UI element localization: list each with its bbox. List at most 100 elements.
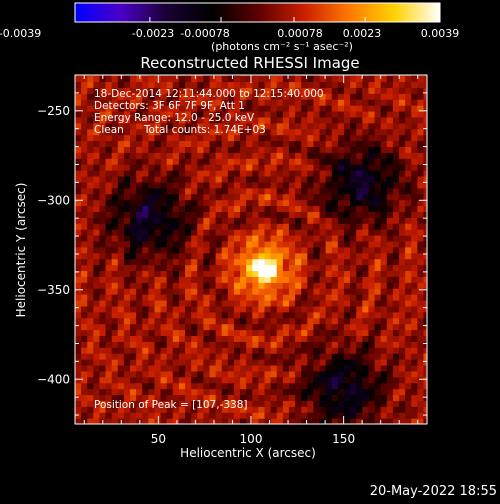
heatmap-cell [350,128,357,136]
heatmap-cell [423,187,427,195]
heatmap-cell [313,388,321,396]
heatmap-cell [166,311,174,319]
heatmap-cell [325,329,333,337]
heatmap-cell [148,229,156,236]
heatmap-cell [191,140,198,148]
heatmap-cell [185,370,192,378]
heatmap-cell [172,347,180,354]
heatmap-cell [258,116,266,124]
heatmap-cell [227,217,235,224]
heatmap-cell [417,240,425,248]
heatmap-cell [99,394,107,401]
heatmap-cell [117,105,125,112]
heatmap-cell [99,264,107,272]
heatmap-cell [386,199,394,207]
heatmap-cell [411,353,418,360]
heatmap-cell [136,181,143,189]
heatmap-cell [405,175,412,183]
heatmap-cell [160,258,168,266]
heatmap-cell [136,158,143,165]
heatmap-cell [368,282,376,289]
heatmap-cell [233,382,241,390]
heatmap-cell [264,223,272,230]
heatmap-cell [203,81,211,88]
heatmap-cell [331,282,339,289]
heatmap-cell [374,152,382,159]
heatmap-cell [203,294,211,301]
heatmap-cell [130,276,137,283]
heatmap-cell [386,299,394,307]
heatmap-cell [411,347,418,354]
heatmap-cell [380,193,388,201]
heatmap-cell [313,152,321,159]
heatmap-cell [252,258,260,266]
heatmap-cell [154,164,162,171]
heatmap-cell [313,353,321,360]
heatmap-cell [191,370,198,378]
heatmap-cell [399,122,406,130]
heatmap-cell [123,140,131,148]
heatmap-cell [246,134,253,142]
heatmap-cell [215,164,223,171]
heatmap-cell [264,299,272,307]
heatmap-cell [233,158,241,165]
heatmap-cell [337,353,345,360]
heatmap-cell [172,205,180,212]
heatmap-cell [325,335,333,342]
heatmap-cell [93,246,101,254]
heatmap-cell [337,276,345,283]
heatmap-cell [374,376,382,384]
heatmap-cell [411,187,418,195]
heatmap-cell [142,317,149,325]
heatmap-cell [191,217,198,224]
heatmap-cell [356,264,363,272]
colorbar-tick-label: -0.0023 [132,27,174,40]
heatmap-cell [136,406,143,413]
heatmap-cell [203,400,211,407]
heatmap-cell [142,394,149,401]
heatmap-cell [99,305,107,313]
heatmap-cell [154,193,162,201]
heatmap-cell [362,87,370,94]
heatmap-cell [233,353,241,360]
heatmap-cell [313,323,321,331]
heatmap-cell [185,294,192,301]
heatmap-cell [374,353,382,360]
heatmap-cell [185,305,192,313]
heatmap-cell [166,252,174,260]
heatmap-cell [399,329,406,337]
heatmap-cell [178,93,186,100]
heatmap-cell [380,294,388,301]
heatmap-cell [178,246,186,254]
heatmap-cell [81,152,88,159]
heatmap-cell [246,75,253,77]
heatmap-cell [356,388,363,396]
heatmap-cell [307,205,315,212]
heatmap-cell [295,152,302,159]
heatmap-cell [160,311,168,319]
heatmap-cell [178,205,186,212]
heatmap-cell [111,317,119,325]
heatmap-cell [203,158,211,165]
heatmap-cell [123,382,131,390]
heatmap-cell [313,282,321,289]
heatmap-cell [117,187,125,195]
heatmap-cell [288,376,296,384]
heatmap-cell [93,187,101,195]
heatmap-cell [295,205,302,212]
heatmap-cell [288,140,296,148]
heatmap-cell [344,93,351,100]
heatmap-cell [203,193,211,201]
heatmap-cell [166,288,174,295]
heatmap-cell [172,158,180,165]
heatmap-cell [380,217,388,224]
heatmap-cell [368,105,376,112]
heatmap-cell [81,406,88,413]
heatmap-cell [166,229,174,236]
heatmap-cell [362,335,370,342]
heatmap-cell [258,217,266,224]
heatmap-cell [417,140,425,148]
heatmap-cell [191,87,198,94]
heatmap-cell [399,400,406,407]
heatmap-cell [197,341,204,348]
